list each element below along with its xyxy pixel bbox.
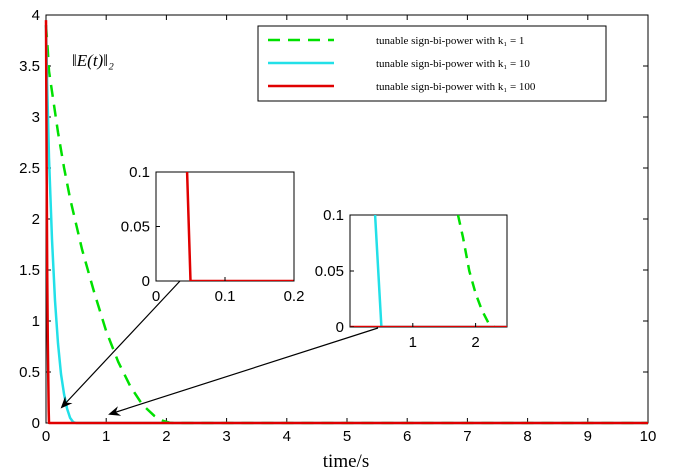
y-tick-label: 2.5 (19, 160, 40, 177)
y-tick-label: 4 (32, 7, 40, 24)
x-tick-label: 0 (42, 428, 50, 445)
inset-y-tick-label: 0.1 (323, 207, 344, 224)
inset-series-line (456, 215, 496, 327)
legend: tunable sign-bi-power with k₁ = 1 tunabl… (257, 25, 607, 102)
inset-x-tick-label: 0.1 (215, 288, 236, 305)
y-tick-label: 2 (32, 211, 40, 228)
y-tick-label: 0.5 (19, 364, 40, 381)
inset-series-line (185, 172, 294, 281)
main-plot-area (44, 20, 648, 425)
legend-label-k10: tunable sign-bi-power with k₁ = 10 (376, 58, 530, 70)
inset-y-tick-label: 0 (142, 273, 150, 290)
x-tick-label: 8 (523, 428, 531, 445)
y-tick-label: 1 (32, 313, 40, 330)
inset-zoom-k100: 0 0.1 0.2 0 0.05 0.1 (121, 164, 305, 305)
x-tick-label: 7 (463, 428, 471, 445)
x-tick-label: 2 (162, 428, 170, 445)
y-tick-label: 3 (32, 109, 40, 126)
x-tick-label: 9 (584, 428, 592, 445)
x-tick-label: 4 (283, 428, 291, 445)
zoom-arrow-inset-2 (108, 327, 379, 416)
inset-zoom-k10-k1: 1 2 0 0.05 0.1 (315, 207, 508, 351)
y-tick-label: 1.5 (19, 262, 40, 279)
x-tick-label: 1 (102, 428, 110, 445)
series-line-k100 (44, 20, 648, 425)
x-tick-label: 5 (343, 428, 351, 445)
x-tick-label: 3 (222, 428, 230, 445)
inset-y-tick-label: 0.05 (315, 263, 344, 280)
inset-x-tick-label: 1 (409, 334, 417, 351)
inset-series-line (373, 215, 507, 327)
inset-x-tick-label: 0.2 (284, 288, 305, 305)
inset-frame (349, 214, 508, 328)
legend-label-k100: tunable sign-bi-power with k₁ = 100 (376, 81, 536, 93)
inset-y-tick-label: 0 (336, 319, 344, 336)
norm-annotation: ‖E(t)‖₂ (72, 51, 114, 70)
x-tick-label: 10 (640, 428, 657, 445)
x-tick-label: 6 (403, 428, 411, 445)
zoom-arrows (60, 280, 379, 416)
inset-y-tick-label: 0.05 (121, 219, 150, 236)
inset-frame (155, 171, 295, 282)
inset-x-tick-label: 2 (471, 334, 479, 351)
inset-x-tick-label: 0 (152, 288, 160, 305)
y-tick-label: 0 (32, 415, 40, 432)
inset-y-tick-label: 0.1 (129, 164, 150, 181)
y-tick-label: 3.5 (19, 58, 40, 75)
x-axis-label: time/s (323, 451, 369, 471)
legend-label-k1: tunable sign-bi-power with k₁ = 1 (376, 35, 524, 47)
zoom-arrow-inset-1 (60, 280, 181, 409)
